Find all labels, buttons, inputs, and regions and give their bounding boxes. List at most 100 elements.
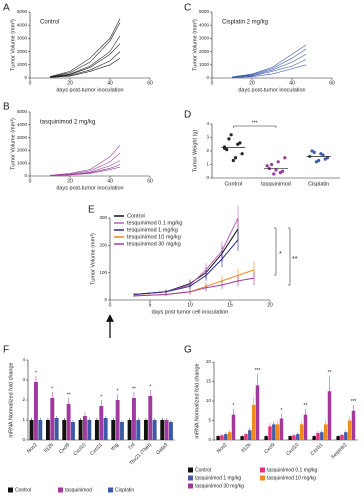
bar: [54, 418, 59, 440]
bar: [45, 420, 50, 440]
y-tick-label: 2: [22, 397, 25, 402]
y-tick-label: 4: [22, 357, 25, 362]
significance: ***: [351, 399, 357, 405]
bar: [323, 424, 328, 440]
legend-label: tesquinimod 10 mg/kg: [127, 234, 181, 240]
y-tick-label: 2000: [17, 49, 28, 54]
bar: [268, 426, 272, 440]
bar: [152, 420, 157, 440]
bar: [94, 420, 99, 440]
significance: **: [67, 392, 71, 398]
y-tick-label: 3: [206, 135, 209, 140]
bar: [316, 432, 320, 440]
significance: **: [132, 386, 136, 392]
y-tick-label: 1000: [17, 160, 28, 165]
panel-label: B: [3, 102, 10, 113]
significance: *: [281, 408, 283, 414]
bar: [120, 422, 124, 440]
chart-title: Cisplatin 2 mg/kg: [222, 20, 268, 26]
bar: [244, 434, 248, 440]
bar: [82, 416, 87, 440]
panel-label: G: [184, 345, 192, 356]
y-tick-label: 0: [206, 75, 209, 80]
bar: [71, 422, 75, 440]
data-point: [227, 137, 231, 141]
series-line: [231, 48, 307, 78]
bar: [131, 398, 136, 440]
y-tick-label: 1: [22, 417, 25, 422]
y-tick-label: 5000: [17, 109, 28, 114]
bar: [288, 436, 292, 440]
series-line: [231, 64, 307, 78]
legend-label: tesquinimod 0.1 mg/kg: [127, 220, 182, 226]
series-line: [49, 145, 121, 176]
data-point: [229, 133, 233, 137]
y-tick-label: 5000: [199, 9, 210, 14]
series-line: [231, 53, 307, 78]
series-line: [49, 22, 121, 77]
y-tick-label: 0: [24, 173, 27, 178]
y-tick-label: 3000: [17, 36, 28, 41]
annotation: ***: [252, 120, 258, 126]
legend-swatch: [58, 487, 63, 493]
series-line: [133, 239, 239, 296]
x-tick-label: 60: [147, 178, 153, 184]
data-point: [312, 150, 316, 154]
bar: [160, 420, 165, 440]
bar: [255, 385, 260, 440]
y-axis-label: Tumor Volume (mm³): [10, 118, 16, 170]
x-tick-label: 40: [107, 178, 113, 184]
bar: [50, 398, 55, 440]
x-axis-label: days post-tumor inoculation: [56, 185, 123, 191]
legend-label: Control: [127, 213, 145, 219]
legend-swatch: [188, 467, 193, 473]
data-point: [231, 158, 235, 163]
bar: [62, 420, 67, 440]
legend-label: tasquinimod 0.1 mg/kg: [267, 467, 318, 473]
legend-swatch: [260, 475, 265, 481]
x-tick-label: Cxcl11: [89, 442, 104, 457]
y-axis-label: mRNA Normalized fold change: [8, 362, 14, 437]
bar: [296, 434, 300, 440]
x-tick-label: 0: [211, 80, 214, 86]
x-tick-label: Gata3: [155, 442, 169, 456]
x-tick-label: 60: [329, 80, 335, 86]
significance: **: [304, 403, 308, 409]
bar: [164, 420, 169, 440]
series-line: [49, 152, 121, 176]
x-tick-label: 0: [109, 302, 112, 308]
data-point: [272, 172, 276, 176]
bar: [115, 400, 120, 440]
y-axis-label: Tumor Volume (mm³): [10, 19, 16, 71]
y-axis-label: Tumor Weight (g): [192, 130, 198, 173]
legend-label: tesquinimod 30 mg/kg: [127, 241, 181, 247]
x-tick-label: Ifng: [110, 442, 120, 452]
x-tick-label: Cxcl10: [72, 442, 87, 457]
y-tick-label: 3: [22, 377, 25, 382]
y-tick-label: 15: [206, 379, 212, 384]
annotation: *: [279, 251, 282, 258]
bar: [78, 420, 83, 440]
series-line: [49, 18, 121, 77]
bar: [344, 432, 348, 440]
legend-label: tesquinimod 1 mg/kg: [127, 227, 178, 233]
x-tick-label: Nos2: [26, 442, 39, 455]
significance: *: [149, 384, 151, 390]
y-tick-label: 1000: [199, 62, 210, 67]
series-line: [49, 57, 121, 78]
y-tick-label: 4000: [17, 122, 28, 127]
data-point: [240, 152, 244, 156]
series-line: [49, 166, 121, 177]
bar: [248, 430, 252, 440]
x-tick-label: 0: [29, 178, 32, 184]
legend-label: tasquinimod 30 mg/kg: [195, 483, 244, 489]
y-tick-label: 1: [206, 162, 209, 167]
bar: [320, 432, 324, 440]
significance: **: [328, 370, 332, 376]
y-axis-label: Tumor Volume (mm³): [192, 19, 198, 71]
y-axis-label: mRNA Normalized fold change: [194, 363, 200, 438]
y-tick-label: 2000: [199, 49, 210, 54]
bar: [66, 404, 71, 440]
bar: [87, 420, 92, 440]
bar: [279, 418, 284, 440]
